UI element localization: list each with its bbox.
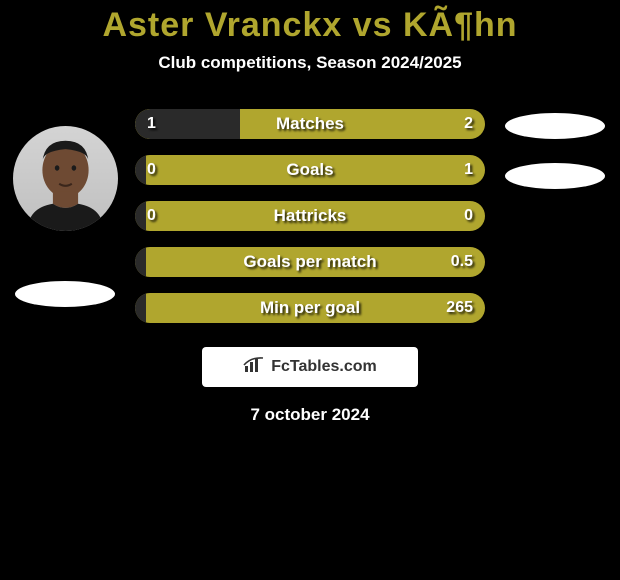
stat-bars: 1Matches20Goals10Hattricks0Goals per mat… — [130, 109, 490, 323]
stat-bar: 0Goals1 — [135, 155, 485, 185]
stat-value-right: 1 — [464, 155, 473, 185]
footer-date: 7 october 2024 — [0, 405, 620, 425]
stat-value-right: 0.5 — [451, 247, 473, 277]
chart-icon — [243, 356, 265, 379]
stat-bar: Goals per match0.5 — [135, 247, 485, 277]
stat-bar: 1Matches2 — [135, 109, 485, 139]
main-row: 1Matches20Goals10Hattricks0Goals per mat… — [0, 109, 620, 323]
stat-label: Goals — [135, 155, 485, 185]
subtitle: Club competitions, Season 2024/2025 — [0, 53, 620, 73]
right-ellipse-0 — [505, 113, 605, 139]
stat-value-right: 2 — [464, 109, 473, 139]
player-avatar — [13, 126, 118, 231]
right-ellipse-1 — [505, 163, 605, 189]
brand-badge: FcTables.com — [202, 347, 418, 387]
stat-label: Hattricks — [135, 201, 485, 231]
stat-label: Min per goal — [135, 293, 485, 323]
comparison-infographic: Aster Vranckx vs KÃ¶hn Club competitions… — [0, 6, 620, 580]
page-title: Aster Vranckx vs KÃ¶hn — [0, 6, 620, 45]
left-ellipse — [15, 281, 115, 307]
right-column — [490, 109, 620, 323]
brand-text: FcTables.com — [271, 358, 377, 376]
stat-value-right: 0 — [464, 201, 473, 231]
left-column — [0, 109, 130, 323]
avatar-svg — [13, 126, 118, 231]
stat-value-right: 265 — [446, 293, 473, 323]
stat-bar: Min per goal265 — [135, 293, 485, 323]
stat-label: Matches — [135, 109, 485, 139]
stat-bar: 0Hattricks0 — [135, 201, 485, 231]
stat-label: Goals per match — [135, 247, 485, 277]
